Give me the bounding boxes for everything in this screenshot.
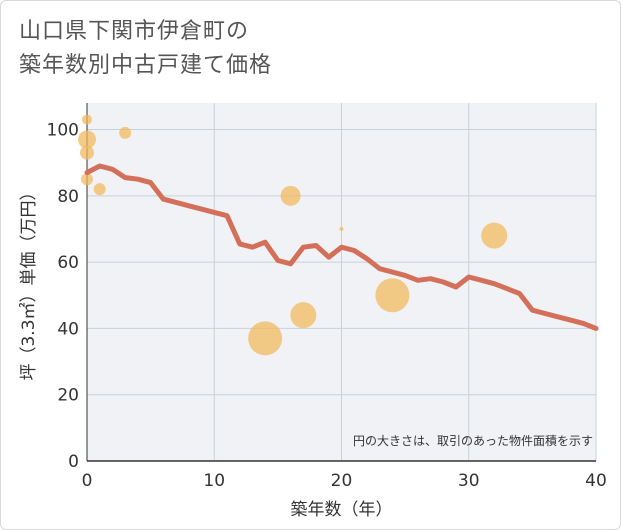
y-tick-label-40: 40 [57,319,79,339]
scatter-point-8 [290,302,317,329]
scatter-point-3 [81,173,93,186]
scatter-bubbles [78,114,508,356]
scatter-point-6 [248,321,283,356]
x-tick-label-40: 40 [585,471,607,491]
scatter-point-5 [119,126,132,139]
y-tick-label-60: 60 [57,253,79,273]
axes [86,103,596,462]
scatter-point-1 [78,130,96,149]
x-tick-label-10: 10 [203,471,225,491]
scatter-point-10 [375,278,410,313]
bubble-size-note: 円の大きさは、取引のあった物件面積を示す [353,433,593,448]
chart-title: 山口県下関市伊倉町の 築年数別中古戸建て価格 [19,15,272,83]
scatter-point-7 [280,185,301,206]
scatter-point-0 [82,114,92,125]
x-tick-label-30: 30 [458,471,480,491]
scatter-point-2 [80,145,94,160]
x-tick-label-20: 20 [331,471,353,491]
x-axis-label: 築年数（年） [291,500,393,520]
tick-labels: 0 10 20 30 40 0 20 40 60 80 100 [47,121,607,491]
y-tick-label-80: 80 [57,187,79,207]
y-tick-label-0: 0 [68,452,79,472]
y-tick-label-100: 100 [47,121,79,141]
chart-title-line-1: 山口県下関市伊倉町の [19,19,250,44]
trend-line [84,163,599,331]
scatter-point-4 [93,183,106,196]
scatter-point-11 [481,222,508,249]
y-tick-label-20: 20 [57,386,79,406]
y-axis-label: 坪（3.3㎡）単価（万円） [19,183,39,380]
scatter-point-9 [339,226,344,231]
chart-title-line-2: 築年数別中古戸建て価格 [19,53,273,78]
x-tick-label-0: 0 [82,471,93,491]
grid-lines [87,103,597,461]
